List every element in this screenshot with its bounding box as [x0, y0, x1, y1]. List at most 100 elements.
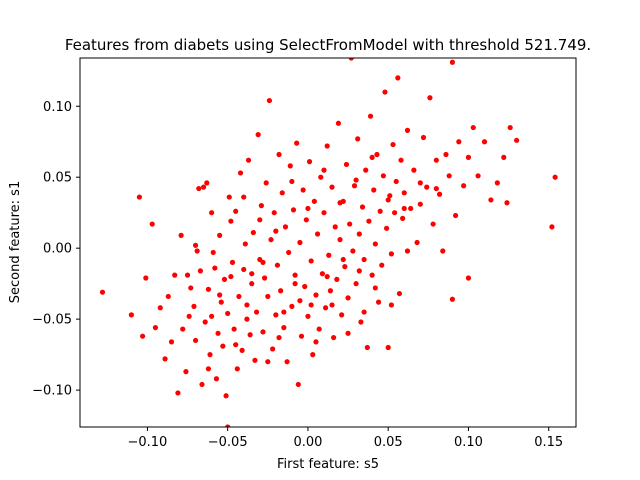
- data-point: [488, 197, 494, 203]
- data-point: [209, 313, 215, 319]
- data-point: [229, 259, 236, 265]
- data-point: [152, 325, 159, 331]
- data-point: [353, 177, 359, 183]
- data-point: [347, 221, 353, 227]
- data-point: [233, 342, 239, 348]
- data-point: [337, 200, 343, 206]
- data-point: [215, 330, 221, 336]
- data-point: [351, 183, 358, 189]
- data-point: [549, 224, 555, 230]
- data-point: [348, 58, 354, 61]
- data-point: [228, 218, 234, 224]
- data-point: [218, 299, 224, 305]
- data-point: [252, 357, 258, 363]
- data-point: [263, 180, 269, 186]
- data-point: [143, 275, 149, 281]
- data-point: [221, 276, 228, 282]
- data-point: [175, 390, 181, 396]
- data-point: [393, 178, 399, 185]
- data-point: [369, 154, 375, 160]
- data-point: [345, 330, 351, 336]
- data-point: [237, 170, 244, 176]
- data-point: [253, 309, 260, 315]
- data-point: [343, 161, 350, 168]
- data-point: [355, 136, 361, 142]
- data-point: [504, 200, 510, 206]
- data-point: [436, 191, 443, 197]
- data-point: [178, 232, 184, 238]
- data-point: [188, 285, 194, 291]
- data-point: [255, 132, 261, 138]
- data-point: [335, 120, 342, 126]
- data-point: [202, 319, 208, 325]
- data-point: [375, 299, 382, 305]
- data-point: [324, 273, 330, 280]
- data-point: [194, 248, 200, 254]
- x-tick-label: 0.15: [534, 435, 563, 450]
- data-point: [207, 352, 213, 358]
- data-point: [390, 141, 396, 148]
- data-point: [213, 376, 220, 382]
- data-point: [245, 157, 252, 163]
- data-point: [228, 273, 234, 280]
- data-point: [287, 163, 293, 169]
- data-point: [226, 194, 232, 200]
- data-point: [316, 326, 322, 332]
- data-point: [395, 75, 401, 81]
- data-point: [401, 190, 407, 196]
- data-point: [361, 309, 367, 315]
- data-point: [210, 249, 216, 256]
- data-point: [305, 205, 311, 212]
- data-point: [417, 201, 423, 207]
- data-point: [361, 256, 367, 263]
- data-point: [289, 303, 295, 309]
- data-point: [294, 140, 300, 146]
- data-point: [321, 210, 327, 216]
- data-point: [225, 310, 231, 317]
- data-point: [350, 248, 356, 254]
- data-point: [356, 231, 362, 237]
- data-point: [334, 276, 340, 282]
- x-axis: −0.10 −0.05 0.00 0.05 0.10 0.15: [127, 427, 563, 450]
- data-point: [242, 241, 248, 247]
- data-point: [236, 293, 242, 300]
- data-point: [379, 262, 385, 268]
- data-point: [274, 262, 281, 268]
- data-point: [433, 185, 439, 192]
- data-point: [199, 381, 205, 388]
- data-point: [411, 167, 417, 173]
- data-point: [244, 302, 250, 308]
- y-tick-label: 0.00: [43, 242, 72, 257]
- data-point: [380, 173, 386, 179]
- data-point: [449, 59, 455, 65]
- data-point: [191, 303, 197, 309]
- data-point: [433, 157, 439, 163]
- data-point: [289, 178, 295, 185]
- data-point: [501, 154, 507, 160]
- x-axis-label: First feature: s5: [277, 457, 379, 472]
- y-axis: −0.10 −0.05 0.00 0.05 0.10: [32, 100, 80, 399]
- data-point: [382, 89, 388, 95]
- data-point: [225, 424, 231, 427]
- data-point: [268, 237, 274, 243]
- data-point: [149, 221, 155, 227]
- data-point: [430, 221, 436, 227]
- y-tick-label: 0.05: [43, 171, 72, 186]
- data-point: [290, 207, 297, 213]
- data-point: [276, 334, 282, 341]
- data-point: [319, 271, 325, 277]
- data-point: [327, 288, 334, 294]
- data-point: [456, 139, 462, 145]
- y-tick-label: −0.05: [32, 313, 72, 328]
- data-point: [470, 124, 476, 131]
- x-tick-label: 0.00: [293, 435, 322, 450]
- data-point: [192, 337, 199, 344]
- data-point: [257, 217, 263, 223]
- data-point: [401, 205, 407, 212]
- data-point: [260, 259, 266, 265]
- data-point: [281, 325, 287, 331]
- data-point: [308, 302, 314, 308]
- data-point: [234, 366, 240, 372]
